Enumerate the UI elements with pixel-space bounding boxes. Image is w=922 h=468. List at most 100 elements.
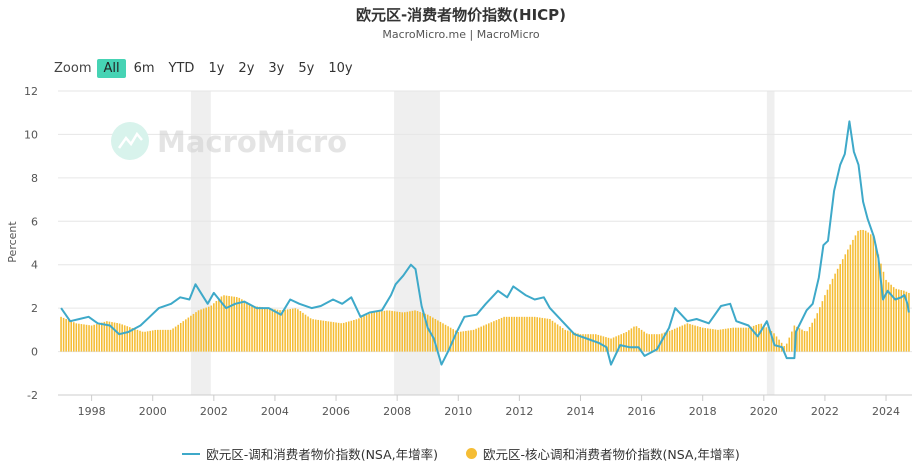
core-bar xyxy=(513,316,516,352)
core-bar xyxy=(118,323,121,352)
core-bar xyxy=(493,321,495,352)
core-bar xyxy=(424,313,426,352)
plot-area[interactable]: MacroMicro -2 0 2 4 6 8 10 12 1998 2000 2002 2004 2… xyxy=(0,0,922,440)
core-bar xyxy=(742,327,745,352)
core-bar xyxy=(342,322,345,352)
core-bar xyxy=(241,299,243,352)
legend-item-core-hicp[interactable]: 欧元区-核心调和消费者物价指数(NSA,年增率) xyxy=(466,444,740,463)
core-bar xyxy=(274,309,276,352)
core-bar xyxy=(218,298,220,352)
zoom-3y-button[interactable]: 3y xyxy=(268,60,285,76)
core-bar xyxy=(900,290,903,352)
core-bar xyxy=(299,311,302,352)
core-bar xyxy=(521,316,523,352)
zoom-1y-button[interactable]: 1y xyxy=(208,60,225,76)
core-bar xyxy=(806,331,808,352)
core-bar xyxy=(162,329,164,352)
core-bar xyxy=(684,324,686,352)
core-bar xyxy=(763,325,765,352)
x-tick-label: 2008 xyxy=(383,405,411,418)
core-bar xyxy=(905,291,908,352)
core-bar xyxy=(322,320,325,352)
core-bar xyxy=(276,309,279,352)
core-bar xyxy=(531,316,533,352)
watermark: MacroMicro xyxy=(111,122,347,160)
core-bar xyxy=(714,329,717,352)
core-bar xyxy=(872,236,875,352)
core-bar xyxy=(811,322,813,352)
core-bar xyxy=(752,325,755,352)
core-bar xyxy=(327,321,330,352)
core-bar xyxy=(197,310,200,352)
core-bar xyxy=(409,311,411,352)
core-bar xyxy=(839,263,841,352)
core-bar xyxy=(617,335,620,352)
legend-label-core-hicp: 欧元区-核心调和消费者物价指数(NSA,年增率) xyxy=(483,447,740,462)
core-bar xyxy=(146,331,149,352)
core-bar xyxy=(518,316,521,352)
core-bar xyxy=(549,319,551,352)
core-bar xyxy=(862,229,864,352)
core-bar xyxy=(123,325,126,352)
core-bar xyxy=(510,316,513,352)
x-tick-label: 2002 xyxy=(200,405,228,418)
core-bar xyxy=(490,322,493,352)
x-tick-label: 2020 xyxy=(750,405,778,418)
core-bar xyxy=(587,334,589,352)
core-bar xyxy=(579,334,582,352)
core-bar xyxy=(574,332,577,352)
core-bar xyxy=(472,329,475,352)
core-bar xyxy=(121,324,123,352)
core-bar xyxy=(740,327,742,352)
core-bar xyxy=(302,312,304,352)
core-bar xyxy=(144,331,146,352)
core-bar xyxy=(404,312,406,352)
core-bar xyxy=(745,327,747,352)
y-tick-label: 4 xyxy=(31,259,38,272)
core-bar xyxy=(129,327,131,352)
core-bar xyxy=(495,320,498,352)
core-bar xyxy=(103,321,106,352)
core-bar xyxy=(78,323,80,352)
core-bar xyxy=(834,273,836,352)
core-bar xyxy=(847,249,849,352)
core-bar xyxy=(447,326,449,352)
zoom-5y-button[interactable]: 5y xyxy=(298,60,315,76)
core-bar xyxy=(569,331,572,352)
core-bar xyxy=(169,329,172,352)
core-bar xyxy=(225,295,228,352)
zoom-ytd-button[interactable]: YTD xyxy=(168,60,195,76)
core-bar xyxy=(307,316,309,352)
zoom-10y-button[interactable]: 10y xyxy=(328,60,353,76)
core-bar xyxy=(421,312,424,352)
zoom-2y-button[interactable]: 2y xyxy=(238,60,255,76)
zoom-all-button[interactable]: All xyxy=(97,58,126,78)
core-bar xyxy=(60,316,62,352)
core-bar xyxy=(503,316,505,352)
core-bar xyxy=(90,325,93,352)
core-bar xyxy=(154,329,157,352)
core-bar xyxy=(434,319,437,352)
core-bar xyxy=(798,328,801,352)
core-bar xyxy=(686,323,689,352)
core-bar xyxy=(353,320,355,352)
core-bar xyxy=(179,322,182,352)
core-bar xyxy=(368,314,370,352)
core-bar xyxy=(765,327,768,352)
core-bar xyxy=(661,333,663,352)
watermark-text: MacroMicro xyxy=(157,125,347,159)
core-bar xyxy=(602,336,605,352)
y-tick-label: 6 xyxy=(31,215,38,228)
core-bar xyxy=(516,316,518,352)
core-bar xyxy=(538,317,541,352)
core-bar xyxy=(528,316,531,352)
legend-item-hicp[interactable]: 欧元区-调和消费者物价指数(NSA,年增率) xyxy=(182,444,438,463)
core-bar xyxy=(612,337,615,352)
zoom-6m-button[interactable]: 6m xyxy=(133,60,155,76)
core-bar xyxy=(411,310,414,352)
core-bar xyxy=(625,332,628,352)
core-bar xyxy=(355,319,358,352)
core-bar xyxy=(297,309,299,352)
core-bar xyxy=(337,322,340,352)
